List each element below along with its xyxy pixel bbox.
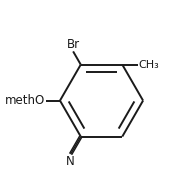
Text: CH₃: CH₃ [138,60,159,70]
Text: methO: methO [5,94,45,107]
Text: Br: Br [67,38,80,51]
Text: N: N [66,155,75,168]
